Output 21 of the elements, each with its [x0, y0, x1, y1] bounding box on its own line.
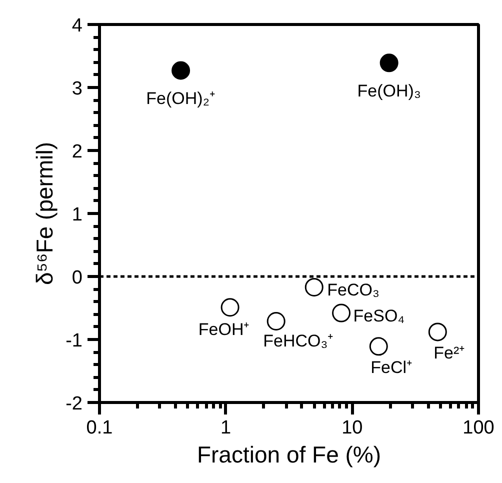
x-tick-label: 100 [462, 418, 494, 438]
annotation: FeHCO₃⁺ [263, 332, 334, 351]
y-axis-title: δ⁵⁶Fe (permil) [32, 142, 58, 285]
annotation: FeSO₄ [353, 306, 405, 326]
x-tick-label: 10 [342, 418, 363, 438]
annotation: Fe(OH)₃ [357, 81, 421, 100]
y-tick-label: 0 [72, 268, 83, 288]
annotation: FeCl⁺ [370, 358, 413, 377]
annotation: FeOH⁺ [198, 320, 250, 339]
x-tick-label: 1 [220, 418, 232, 438]
y-tick-label: -1 [66, 330, 83, 352]
x-tick-label: 0.1 [86, 418, 113, 438]
y-tick-label: 1 [72, 204, 83, 226]
y-tick-label: -2 [66, 394, 83, 414]
annotation: Fe²⁺ [434, 343, 466, 362]
y-tick-label: 4 [72, 16, 83, 36]
x-axis-title: Fraction of Fe (%) [196, 442, 382, 468]
annotation: FeCO₃ [327, 280, 380, 300]
y-tick-label: 2 [72, 142, 83, 162]
y-tick-label: 3 [72, 78, 83, 100]
annotation: Fe(OH)₂⁺ [146, 88, 216, 108]
